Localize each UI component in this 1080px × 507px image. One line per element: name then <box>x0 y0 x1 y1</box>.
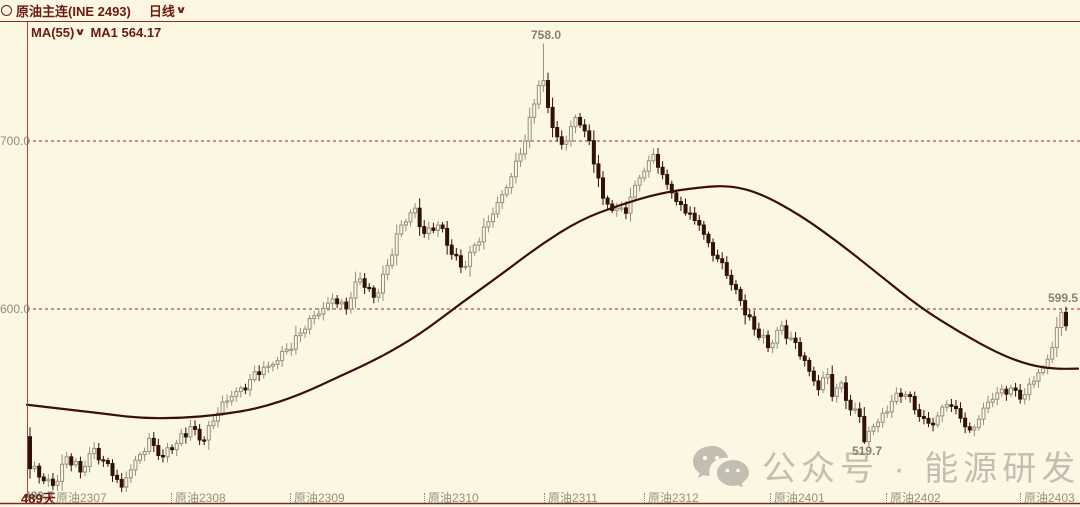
chevron-down-icon: ∨ <box>74 27 87 38</box>
x-axis-label: 原油2401 <box>770 489 825 506</box>
x-axis-label: 原油2307 <box>52 489 107 506</box>
x-axis-label: 原油2312 <box>644 489 699 506</box>
x-axis-label: 原油2309 <box>290 489 345 506</box>
low-price-label: 519.7 <box>851 444 883 458</box>
last-price-label: 599.5 <box>1047 291 1078 305</box>
indicator-row: MA(55) ∨ MA1 564.17 <box>31 25 161 40</box>
y-axis-label-600: 600.0 <box>0 302 31 316</box>
x-axis-label: 原油2308 <box>171 489 226 506</box>
watermark: 公众号 · 能源研发中心 <box>692 441 1080 490</box>
x-axis-label: 原油2403 <box>1020 489 1075 506</box>
period-label: 日线 <box>148 4 175 19</box>
y-axis-label-700: 700.0 <box>0 134 31 148</box>
high-price-label: 758.0 <box>530 28 562 42</box>
ma-name: MA(55) <box>31 25 75 40</box>
chevron-down-icon: ∨ <box>175 5 187 16</box>
days-count-label: 489天 <box>21 491 56 506</box>
x-axis-label: 原油2402 <box>886 489 941 506</box>
header: 原油主连(INE 2493) 日线 ∨ <box>0 0 1080 22</box>
period-selector[interactable]: 日线 ∨ <box>148 1 187 20</box>
wechat-icon <box>693 445 749 487</box>
ma-selector[interactable]: MA(55) ∨ <box>31 25 87 40</box>
ma-value: MA1 564.17 <box>90 25 162 40</box>
y-axis-min-label: 489.7 <box>24 489 55 503</box>
x-axis-label: 原油2311 <box>544 489 598 506</box>
x-axis-label: 原油2310 <box>424 489 479 506</box>
watermark-text: 公众号 · 能源研发中心 <box>762 450 1080 488</box>
instrument-title[interactable]: 原油主连(INE 2493) <box>16 4 131 19</box>
back-icon[interactable] <box>1 5 12 16</box>
